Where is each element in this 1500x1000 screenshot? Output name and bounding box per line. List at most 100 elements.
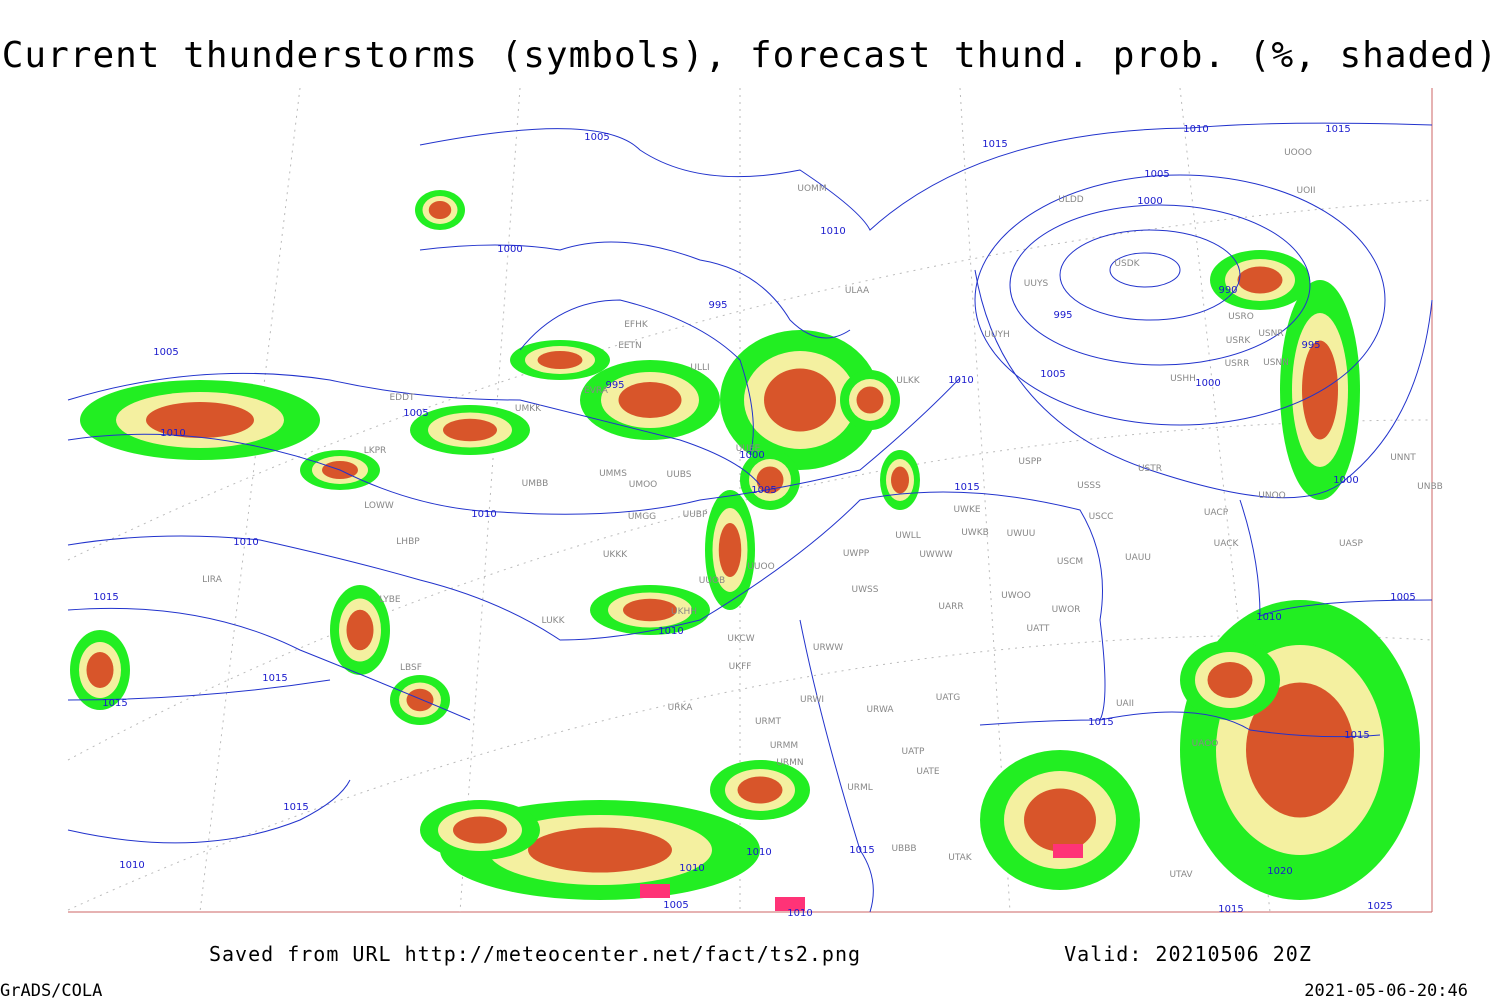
- prob-high: [346, 609, 374, 651]
- isobar-label: 1005: [584, 132, 609, 143]
- station-code: UWSS: [852, 585, 879, 595]
- station-code: UUBP: [683, 510, 708, 520]
- isobar-label: 1005: [1390, 592, 1415, 603]
- station-code: ULAA: [845, 286, 870, 296]
- station-code: UUYH: [984, 330, 1009, 340]
- isobar-label: 1020: [1267, 866, 1292, 877]
- isobar-label: 995: [1053, 310, 1072, 321]
- station-code: UWLL: [895, 531, 921, 541]
- station-code: URWA: [866, 705, 894, 715]
- station-code: EDDT: [389, 393, 415, 403]
- station-code: URML: [847, 783, 873, 793]
- station-code: LBSF: [400, 663, 422, 673]
- station-code: UWKE: [953, 505, 980, 515]
- station-code: USPP: [1018, 457, 1042, 467]
- isobar-label: 1010: [160, 428, 185, 439]
- prob-high: [443, 418, 497, 442]
- station-code: USSS: [1077, 481, 1101, 491]
- station-code: UUEE: [736, 444, 761, 454]
- storm-symbol: [775, 897, 805, 911]
- station-code: EETN: [618, 341, 642, 351]
- prob-high: [737, 776, 783, 804]
- title: Current thunderstorms (symbols), forecas…: [2, 35, 1498, 76]
- station-code: EFHK: [624, 320, 649, 330]
- isobar-label: 1000: [1195, 378, 1220, 389]
- station-code: USRK: [1226, 336, 1252, 346]
- station-code: UOOO: [1284, 148, 1312, 158]
- storm-symbol: [1053, 844, 1083, 858]
- station-code: UACP: [1204, 508, 1229, 518]
- station-code: UBBB: [891, 844, 916, 854]
- station-code: UATT: [1027, 624, 1050, 634]
- station-code: UATP: [902, 747, 926, 757]
- station-code: UATE: [916, 767, 940, 777]
- station-code: USDK: [1114, 259, 1140, 269]
- station-code: USRR: [1225, 359, 1250, 369]
- source-url: Saved from URL http://meteocenter.net/fa…: [209, 942, 861, 966]
- station-code: UAOO: [1192, 739, 1219, 749]
- station-code: UACK: [1214, 539, 1240, 549]
- station-code: UAII: [1116, 699, 1134, 709]
- station-code: UOII: [1297, 186, 1316, 196]
- isobar-label: 1005: [1040, 369, 1065, 380]
- station-code: LKPR: [364, 446, 387, 456]
- station-code: USHH: [1170, 374, 1196, 384]
- station-code: LUKK: [542, 616, 566, 626]
- station-code: UWUU: [1007, 529, 1036, 539]
- station-code: URMN: [776, 758, 803, 768]
- station-code: USCM: [1057, 557, 1083, 567]
- prob-high: [623, 598, 677, 622]
- station-code: ULKK: [896, 376, 921, 386]
- station-code: UKCW: [727, 634, 754, 644]
- station-code: LOWW: [364, 501, 394, 511]
- station-code: USNR: [1258, 329, 1283, 339]
- prob-high: [1024, 788, 1096, 852]
- station-code: UNNT: [1390, 453, 1416, 463]
- station-code: UNBB: [1417, 482, 1443, 492]
- station-code: UNOO: [1258, 491, 1286, 501]
- thunderstorm-probability-shading: [70, 190, 1420, 911]
- station-code: ULLI: [690, 363, 709, 373]
- station-code: LIRA: [202, 575, 223, 585]
- station-code: EVRA: [584, 386, 609, 396]
- station-code: UMOO: [629, 480, 658, 490]
- station-code: UASP: [1339, 539, 1363, 549]
- prob-high: [1237, 266, 1283, 294]
- isobar-label: 1010: [820, 226, 845, 237]
- station-code: ULDD: [1058, 195, 1084, 205]
- station-code: URKA: [668, 703, 694, 713]
- isobar-label: 1010: [679, 863, 704, 874]
- prob-high: [86, 652, 114, 688]
- station-code: UUOO: [747, 562, 774, 572]
- isobar-label: 1015: [982, 139, 1007, 150]
- prob-high: [856, 386, 884, 414]
- isobar-label: 990: [1218, 285, 1237, 296]
- isobar-label: 995: [708, 300, 727, 311]
- isobar-label: 1015: [1344, 730, 1369, 741]
- station-code: UARR: [938, 602, 963, 612]
- isobars: [67, 122, 1433, 913]
- prob-high: [764, 368, 836, 432]
- station-code: UMBB: [522, 479, 549, 489]
- isobar-label: 1010: [787, 908, 812, 919]
- station-code: UUBS: [667, 470, 692, 480]
- station-code: UWOO: [1001, 591, 1031, 601]
- station-code: UTAV: [1169, 870, 1193, 880]
- valid-time: Valid: 20210506 20Z: [1064, 942, 1312, 966]
- isobar-label: 1015: [102, 698, 127, 709]
- prob-high: [406, 688, 434, 712]
- isobar-label: 1005: [751, 485, 776, 496]
- isobar-label: 1015: [93, 592, 118, 603]
- station-code: USNN: [1263, 358, 1289, 368]
- isobar-label: 1010: [948, 375, 973, 386]
- isobar-label: 1010: [471, 509, 496, 520]
- timestamp: 2021-05-06-20:46: [1304, 981, 1468, 1000]
- isobar-label: 1015: [262, 673, 287, 684]
- station-code: UWPP: [843, 549, 870, 559]
- prob-high: [428, 201, 452, 219]
- isobar-label: 1010: [746, 847, 771, 858]
- isobar-label: 1005: [403, 408, 428, 419]
- prob-high: [618, 382, 682, 418]
- isobar-label: 1010: [1256, 612, 1281, 623]
